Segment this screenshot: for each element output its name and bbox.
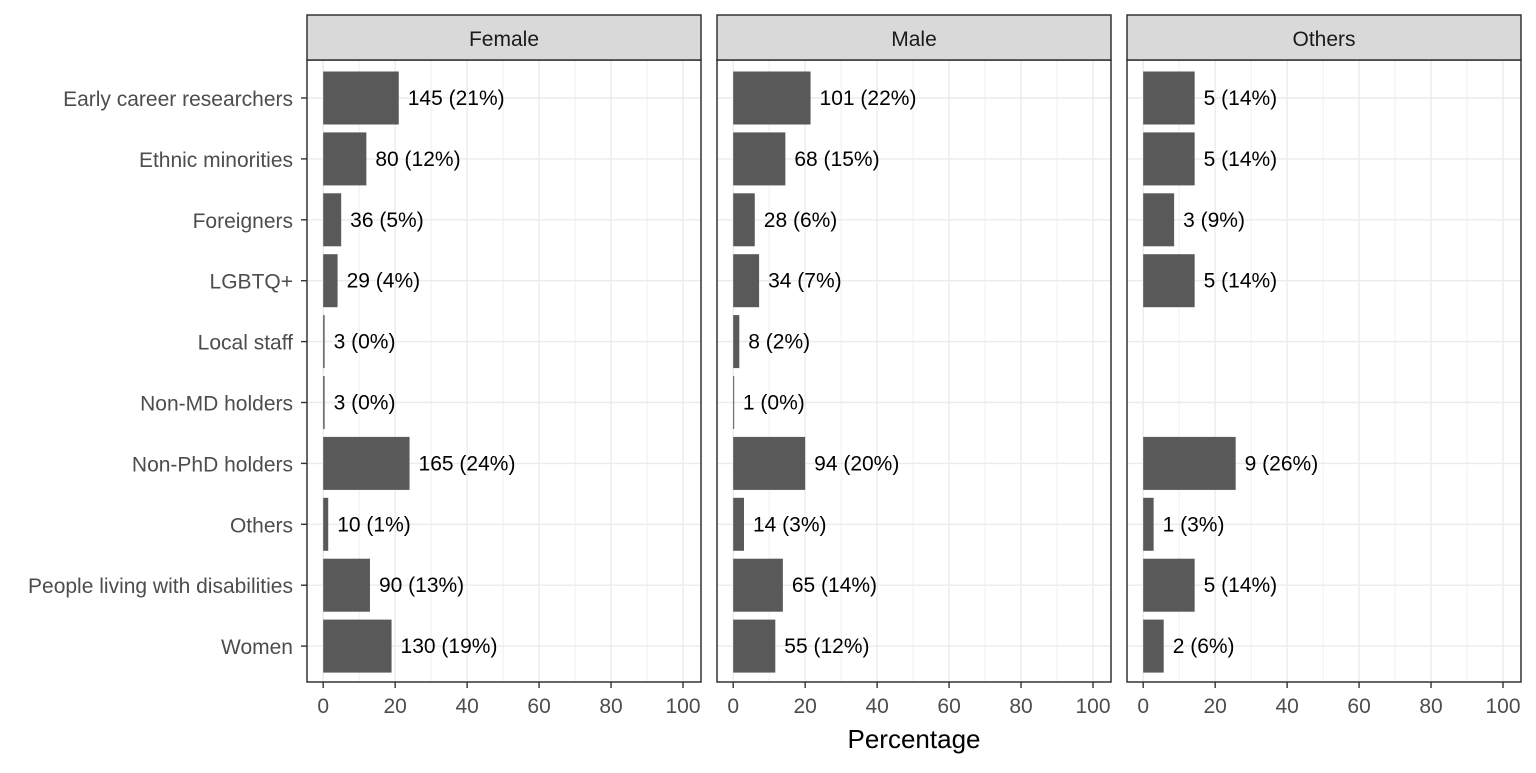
data-label-others-6: 9 (26%)	[1245, 452, 1319, 475]
data-label-male-4: 8 (2%)	[748, 331, 810, 354]
data-label-male-6: 94 (20%)	[814, 452, 899, 475]
data-label-others-3: 5 (14%)	[1204, 270, 1278, 293]
x-tick-label-male-80: 80	[1009, 695, 1032, 718]
bar-male-8	[733, 558, 783, 612]
bar-female-3	[323, 254, 338, 308]
x-tick-label-others-100: 100	[1485, 695, 1520, 718]
category-label-0: Early career researchers	[63, 88, 293, 111]
data-label-female-1: 80 (12%)	[375, 148, 460, 171]
bar-others-6	[1143, 436, 1236, 490]
data-label-female-8: 90 (13%)	[379, 574, 464, 597]
strip-female	[306, 14, 702, 61]
data-label-female-6: 165 (24%)	[419, 452, 516, 475]
x-tick-label-female-60: 60	[527, 695, 550, 718]
bar-male-1	[733, 132, 786, 186]
x-tick-label-female-80: 80	[599, 695, 622, 718]
strip-label-male: Male	[891, 28, 937, 51]
data-label-male-2: 28 (6%)	[764, 209, 838, 232]
category-label-1: Ethnic minorities	[139, 149, 293, 172]
category-label-6: Non-PhD holders	[132, 453, 293, 476]
strip-label-others: Others	[1292, 28, 1355, 51]
data-label-male-8: 65 (14%)	[792, 574, 877, 597]
x-tick-label-male-60: 60	[937, 695, 960, 718]
x-tick-label-others-60: 60	[1347, 695, 1370, 718]
strip-male	[716, 14, 1112, 61]
bar-female-6	[323, 436, 410, 490]
data-label-female-4: 3 (0%)	[334, 331, 396, 354]
category-label-9: Women	[221, 636, 293, 659]
data-label-male-7: 14 (3%)	[753, 513, 827, 536]
data-label-male-3: 34 (7%)	[768, 270, 842, 293]
bar-male-6	[733, 436, 806, 490]
bar-female-2	[323, 193, 342, 247]
bar-male-4	[733, 315, 740, 369]
bar-female-8	[323, 558, 370, 612]
category-label-3: LGBTQ+	[210, 271, 293, 294]
bar-others-2	[1143, 193, 1175, 247]
data-label-male-1: 68 (15%)	[794, 148, 879, 171]
bar-others-1	[1143, 132, 1195, 186]
x-tick-label-others-0: 0	[1137, 695, 1149, 718]
bar-male-3	[733, 254, 760, 308]
x-axis-title: Percentage	[848, 724, 981, 754]
x-tick-label-others-40: 40	[1275, 695, 1298, 718]
bar-female-5	[323, 376, 325, 429]
bar-female-4	[323, 315, 325, 369]
strip-others	[1126, 14, 1522, 61]
x-tick-label-male-0: 0	[727, 695, 739, 718]
bar-male-0	[733, 71, 811, 125]
category-label-7: Others	[230, 514, 293, 537]
data-label-others-2: 3 (9%)	[1183, 209, 1245, 232]
bar-female-0	[323, 71, 399, 125]
data-label-female-7: 10 (1%)	[337, 513, 411, 536]
x-tick-label-female-40: 40	[455, 695, 478, 718]
data-label-others-0: 5 (14%)	[1204, 87, 1278, 110]
category-label-4: Local staff	[198, 332, 294, 355]
data-label-male-5: 1 (0%)	[743, 392, 805, 415]
x-tick-label-male-100: 100	[1075, 695, 1110, 718]
bar-others-3	[1143, 254, 1195, 308]
data-label-female-0: 145 (21%)	[408, 87, 505, 110]
bar-others-8	[1143, 558, 1195, 612]
category-label-5: Non-MD holders	[140, 393, 293, 416]
bar-others-0	[1143, 71, 1195, 125]
bar-male-2	[733, 193, 755, 247]
data-label-female-5: 3 (0%)	[334, 392, 396, 415]
category-label-8: People living with disabilities	[28, 575, 293, 598]
strip-label-female: Female	[469, 28, 539, 51]
data-label-others-1: 5 (14%)	[1204, 148, 1278, 171]
data-label-female-9: 130 (19%)	[401, 635, 498, 658]
bar-others-7	[1143, 497, 1154, 551]
x-tick-label-others-80: 80	[1419, 695, 1442, 718]
x-tick-label-others-20: 20	[1203, 695, 1226, 718]
panel-female	[307, 60, 701, 682]
data-label-female-3: 29 (4%)	[347, 270, 421, 293]
bar-female-7	[323, 497, 329, 551]
bar-male-5	[733, 376, 735, 429]
x-tick-label-female-100: 100	[665, 695, 700, 718]
data-label-female-2: 36 (5%)	[350, 209, 424, 232]
x-tick-label-female-0: 0	[317, 695, 329, 718]
data-label-others-9: 2 (6%)	[1173, 635, 1235, 658]
data-label-others-7: 1 (3%)	[1163, 513, 1225, 536]
bar-male-9	[733, 619, 776, 673]
x-tick-label-female-20: 20	[383, 695, 406, 718]
data-label-male-9: 55 (12%)	[784, 635, 869, 658]
bar-female-1	[323, 132, 367, 186]
bar-female-9	[323, 619, 392, 673]
data-label-male-0: 101 (22%)	[820, 87, 917, 110]
x-tick-label-male-20: 20	[793, 695, 816, 718]
data-label-others-8: 5 (14%)	[1204, 574, 1278, 597]
bar-male-7	[733, 497, 744, 551]
x-tick-label-male-40: 40	[865, 695, 888, 718]
category-label-2: Foreigners	[193, 210, 293, 233]
bar-others-9	[1143, 619, 1164, 673]
